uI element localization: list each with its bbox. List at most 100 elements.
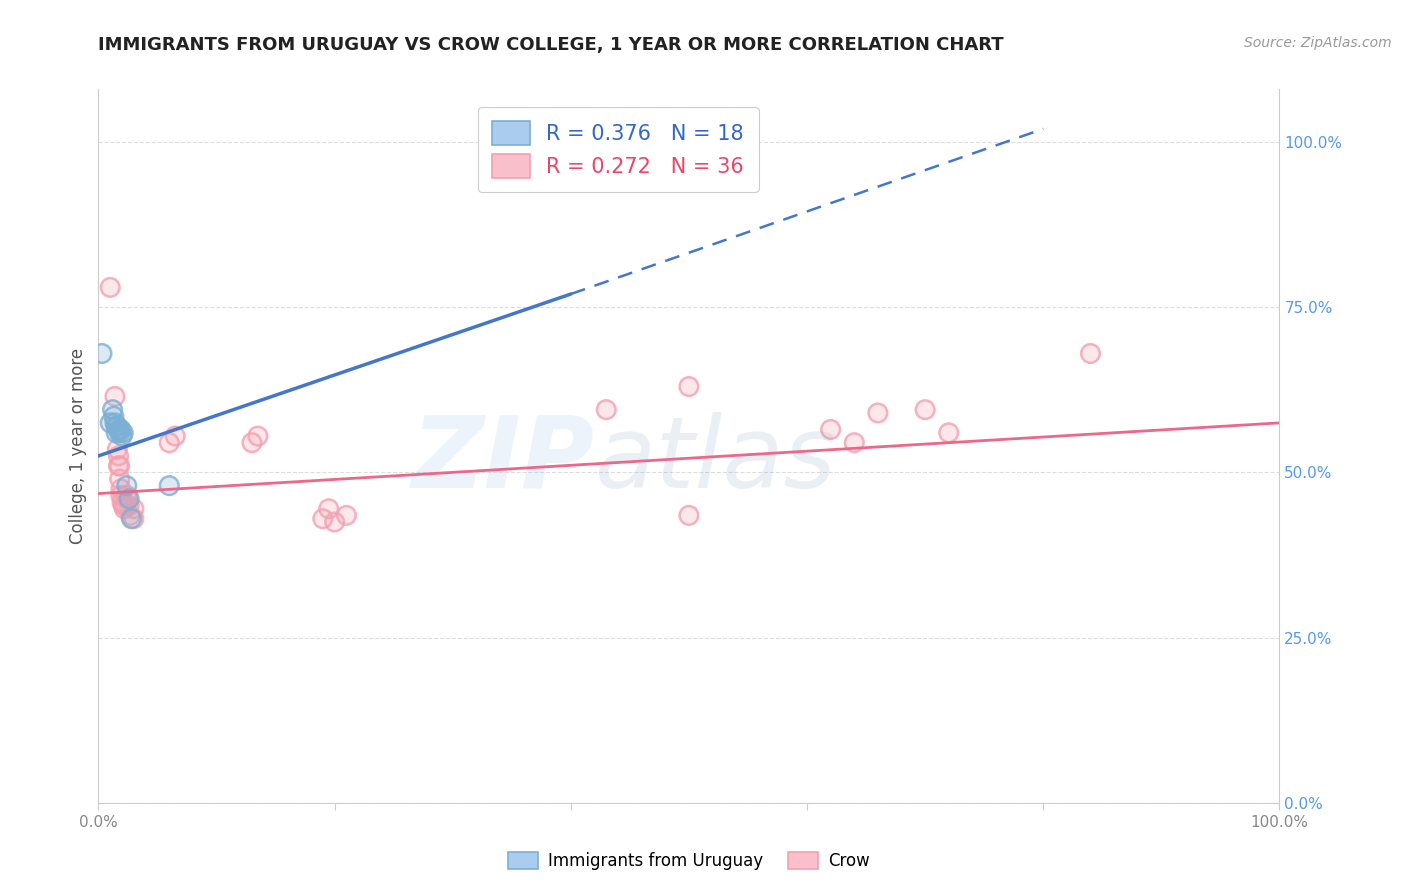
Point — [114, 499, 136, 513]
Point — [101, 402, 124, 417]
Point — [157, 435, 180, 450]
Point — [335, 508, 357, 523]
Y-axis label: College, 1 year or more: College, 1 year or more — [69, 348, 87, 544]
Point — [105, 419, 128, 434]
Point — [98, 280, 121, 294]
Point — [121, 511, 143, 525]
Text: atlas: atlas — [595, 412, 837, 508]
Point — [108, 472, 131, 486]
Point — [323, 515, 346, 529]
Point — [91, 346, 114, 360]
Point — [104, 389, 127, 403]
Point — [108, 458, 131, 473]
Point — [115, 478, 138, 492]
Point — [112, 501, 135, 516]
Point — [938, 425, 960, 440]
Point — [110, 422, 132, 436]
Point — [108, 458, 131, 473]
Point — [595, 402, 617, 417]
Point — [536, 138, 558, 153]
Point — [110, 422, 132, 436]
Point — [98, 416, 121, 430]
Point — [111, 495, 134, 509]
Point — [165, 429, 187, 443]
Point — [122, 501, 145, 516]
Point — [246, 429, 269, 443]
Point — [820, 422, 842, 436]
Point — [110, 489, 132, 503]
Point — [108, 425, 131, 440]
Point — [240, 435, 263, 450]
Point — [107, 449, 129, 463]
Point — [246, 429, 269, 443]
Point — [104, 416, 127, 430]
Point — [122, 511, 145, 525]
Point — [105, 419, 128, 434]
Point — [98, 416, 121, 430]
Point — [114, 499, 136, 513]
Point — [112, 499, 135, 513]
Point — [115, 489, 138, 503]
Point — [318, 501, 340, 516]
Point — [157, 478, 180, 492]
Point — [118, 491, 141, 506]
Point — [120, 508, 142, 523]
Point — [240, 435, 263, 450]
Point — [165, 429, 187, 443]
Point — [107, 422, 129, 436]
Point — [1080, 346, 1102, 360]
Point — [111, 429, 134, 443]
Point — [157, 478, 180, 492]
Point — [110, 482, 132, 496]
Point — [107, 458, 129, 473]
Point — [103, 409, 125, 424]
Point — [318, 501, 340, 516]
Point — [595, 402, 617, 417]
Point — [108, 472, 131, 486]
Point — [105, 442, 128, 457]
Point — [122, 511, 145, 525]
Point — [312, 511, 335, 525]
Point — [110, 489, 132, 503]
Point — [122, 501, 145, 516]
Point — [844, 435, 866, 450]
Point — [108, 425, 131, 440]
Point — [115, 478, 138, 492]
Point — [105, 425, 128, 440]
Point — [107, 458, 129, 473]
Point — [312, 511, 335, 525]
Point — [914, 402, 936, 417]
Point — [866, 406, 889, 420]
Point — [866, 406, 889, 420]
Point — [91, 346, 114, 360]
Point — [117, 491, 139, 506]
Point — [111, 429, 134, 443]
Point — [678, 508, 700, 523]
Point — [678, 508, 700, 523]
Point — [105, 419, 128, 434]
Point — [120, 508, 142, 523]
Text: IMMIGRANTS FROM URUGUAY VS CROW COLLEGE, 1 YEAR OR MORE CORRELATION CHART: IMMIGRANTS FROM URUGUAY VS CROW COLLEGE,… — [98, 36, 1004, 54]
Point — [104, 389, 127, 403]
Point — [1080, 346, 1102, 360]
Point — [335, 508, 357, 523]
Point — [678, 379, 700, 393]
Point — [112, 499, 135, 513]
Point — [914, 402, 936, 417]
Point — [101, 402, 124, 417]
Point — [105, 442, 128, 457]
Point — [112, 425, 135, 440]
Point — [118, 499, 141, 513]
Point — [118, 499, 141, 513]
Point — [115, 489, 138, 503]
Point — [107, 422, 129, 436]
Point — [98, 280, 121, 294]
Text: ZIP: ZIP — [412, 412, 595, 508]
Point — [938, 425, 960, 440]
Point — [104, 416, 127, 430]
Point — [118, 491, 141, 506]
Point — [112, 501, 135, 516]
Point — [110, 482, 132, 496]
Point — [105, 419, 128, 434]
Text: Source: ZipAtlas.com: Source: ZipAtlas.com — [1244, 36, 1392, 50]
